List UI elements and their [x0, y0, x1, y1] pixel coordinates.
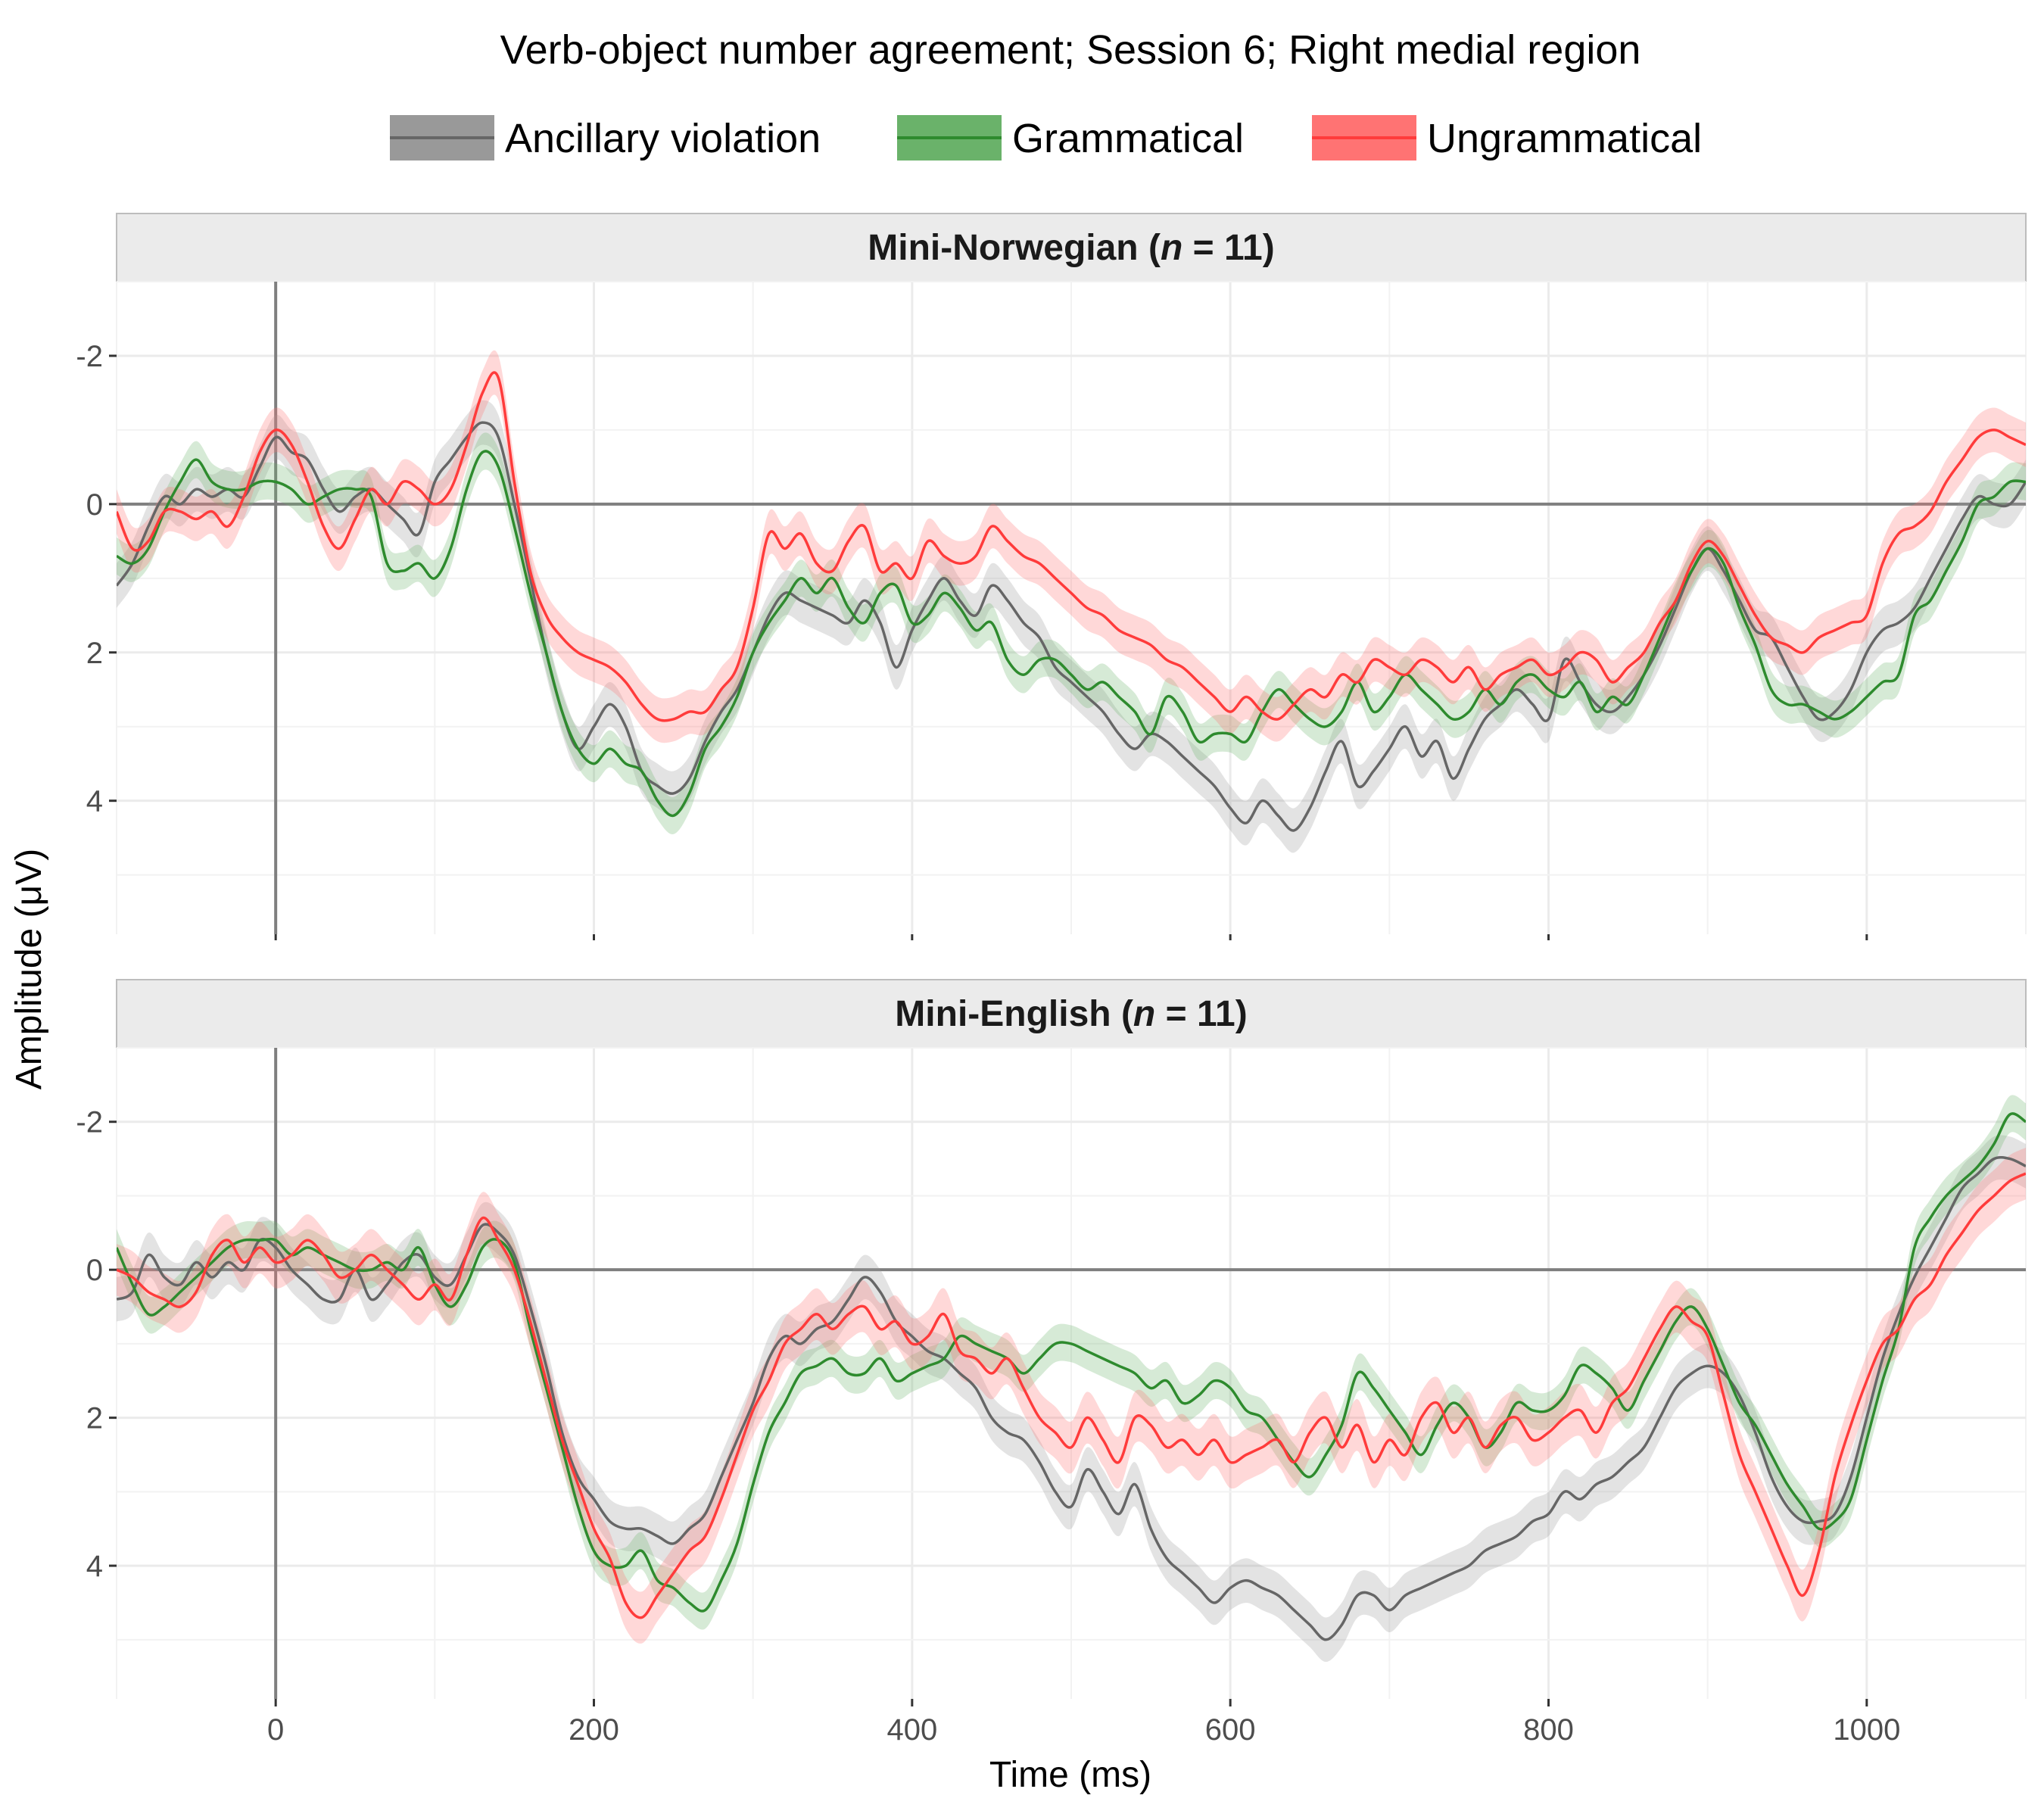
y-tick-label: 2 [86, 637, 103, 670]
series-layer [117, 350, 2026, 853]
panel-strip-label: Mini-Norwegian (n = 11) [868, 228, 1274, 268]
legend-item-ungrammatical: Ungrammatical [1312, 115, 1702, 161]
series-layer [117, 1095, 2026, 1663]
ribbon-ancillary-violation [117, 1135, 2026, 1663]
x-tick-label: 0 [267, 1713, 284, 1747]
y-axis-title: Amplitude (μV) [9, 849, 49, 1089]
y-tick-label: 0 [86, 488, 103, 522]
legend-label: Grammatical [1012, 116, 1244, 161]
y-axis: -2 0 2 4 [76, 340, 117, 818]
x-tick-label: 400 [886, 1713, 937, 1747]
gridlines [116, 281, 2027, 934]
panel-2: Mini-English (n = 11) -2 0 2 4 0 200 400 600 800 1… [76, 979, 2027, 1747]
y-tick-label: 4 [86, 785, 103, 818]
line-grammatical [117, 1112, 2026, 1613]
legend-item-grammatical: Grammatical [897, 115, 1244, 161]
panel-strip [116, 213, 2027, 282]
y-tick-label: 2 [86, 1402, 103, 1435]
y-tick-label: -2 [76, 340, 103, 373]
legend-label: Ungrammatical [1427, 116, 1702, 161]
line-grammatical [117, 450, 2026, 818]
line-ungrammatical [117, 1172, 2026, 1619]
x-axis-title: Time (ms) [989, 1755, 1151, 1795]
ribbon-ancillary-violation [117, 400, 2026, 853]
ribbon-ungrammatical [117, 350, 2026, 743]
chart-title: Verb-object number agreement; Session 6;… [500, 27, 1641, 73]
panel-1: Mini-Norwegian (n = 11) -2 0 2 4 [76, 213, 2027, 940]
y-tick-label: 4 [86, 1550, 103, 1583]
legend: Ancillary violation Grammatical Ungrammati… [390, 115, 1702, 161]
panel-strip [116, 979, 2027, 1049]
y-axis: -2 0 2 4 [76, 1106, 117, 1583]
line-ancillary-violation [117, 1155, 2026, 1641]
x-axis: 0 200 400 600 800 1000 [267, 1699, 1900, 1747]
panels: Mini-Norwegian (n = 11) -2 0 2 4 Mini-English… [76, 213, 2027, 1747]
legend-label: Ancillary violation [505, 116, 821, 161]
x-tick-label: 600 [1205, 1713, 1256, 1747]
ribbon-ungrammatical [117, 1147, 2026, 1644]
legend-item-ancillary-violation: Ancillary violation [390, 115, 821, 161]
x-tick-label: 200 [569, 1713, 619, 1747]
y-tick-label: -2 [76, 1106, 103, 1139]
line-ungrammatical [117, 371, 2026, 722]
panel-strip-label: Mini-English (n = 11) [895, 994, 1247, 1034]
ribbon-grammatical [117, 1095, 2026, 1630]
x-tick-label: 1000 [1833, 1713, 1900, 1747]
x-tick-label: 800 [1523, 1713, 1574, 1747]
y-tick-label: 0 [86, 1254, 103, 1287]
